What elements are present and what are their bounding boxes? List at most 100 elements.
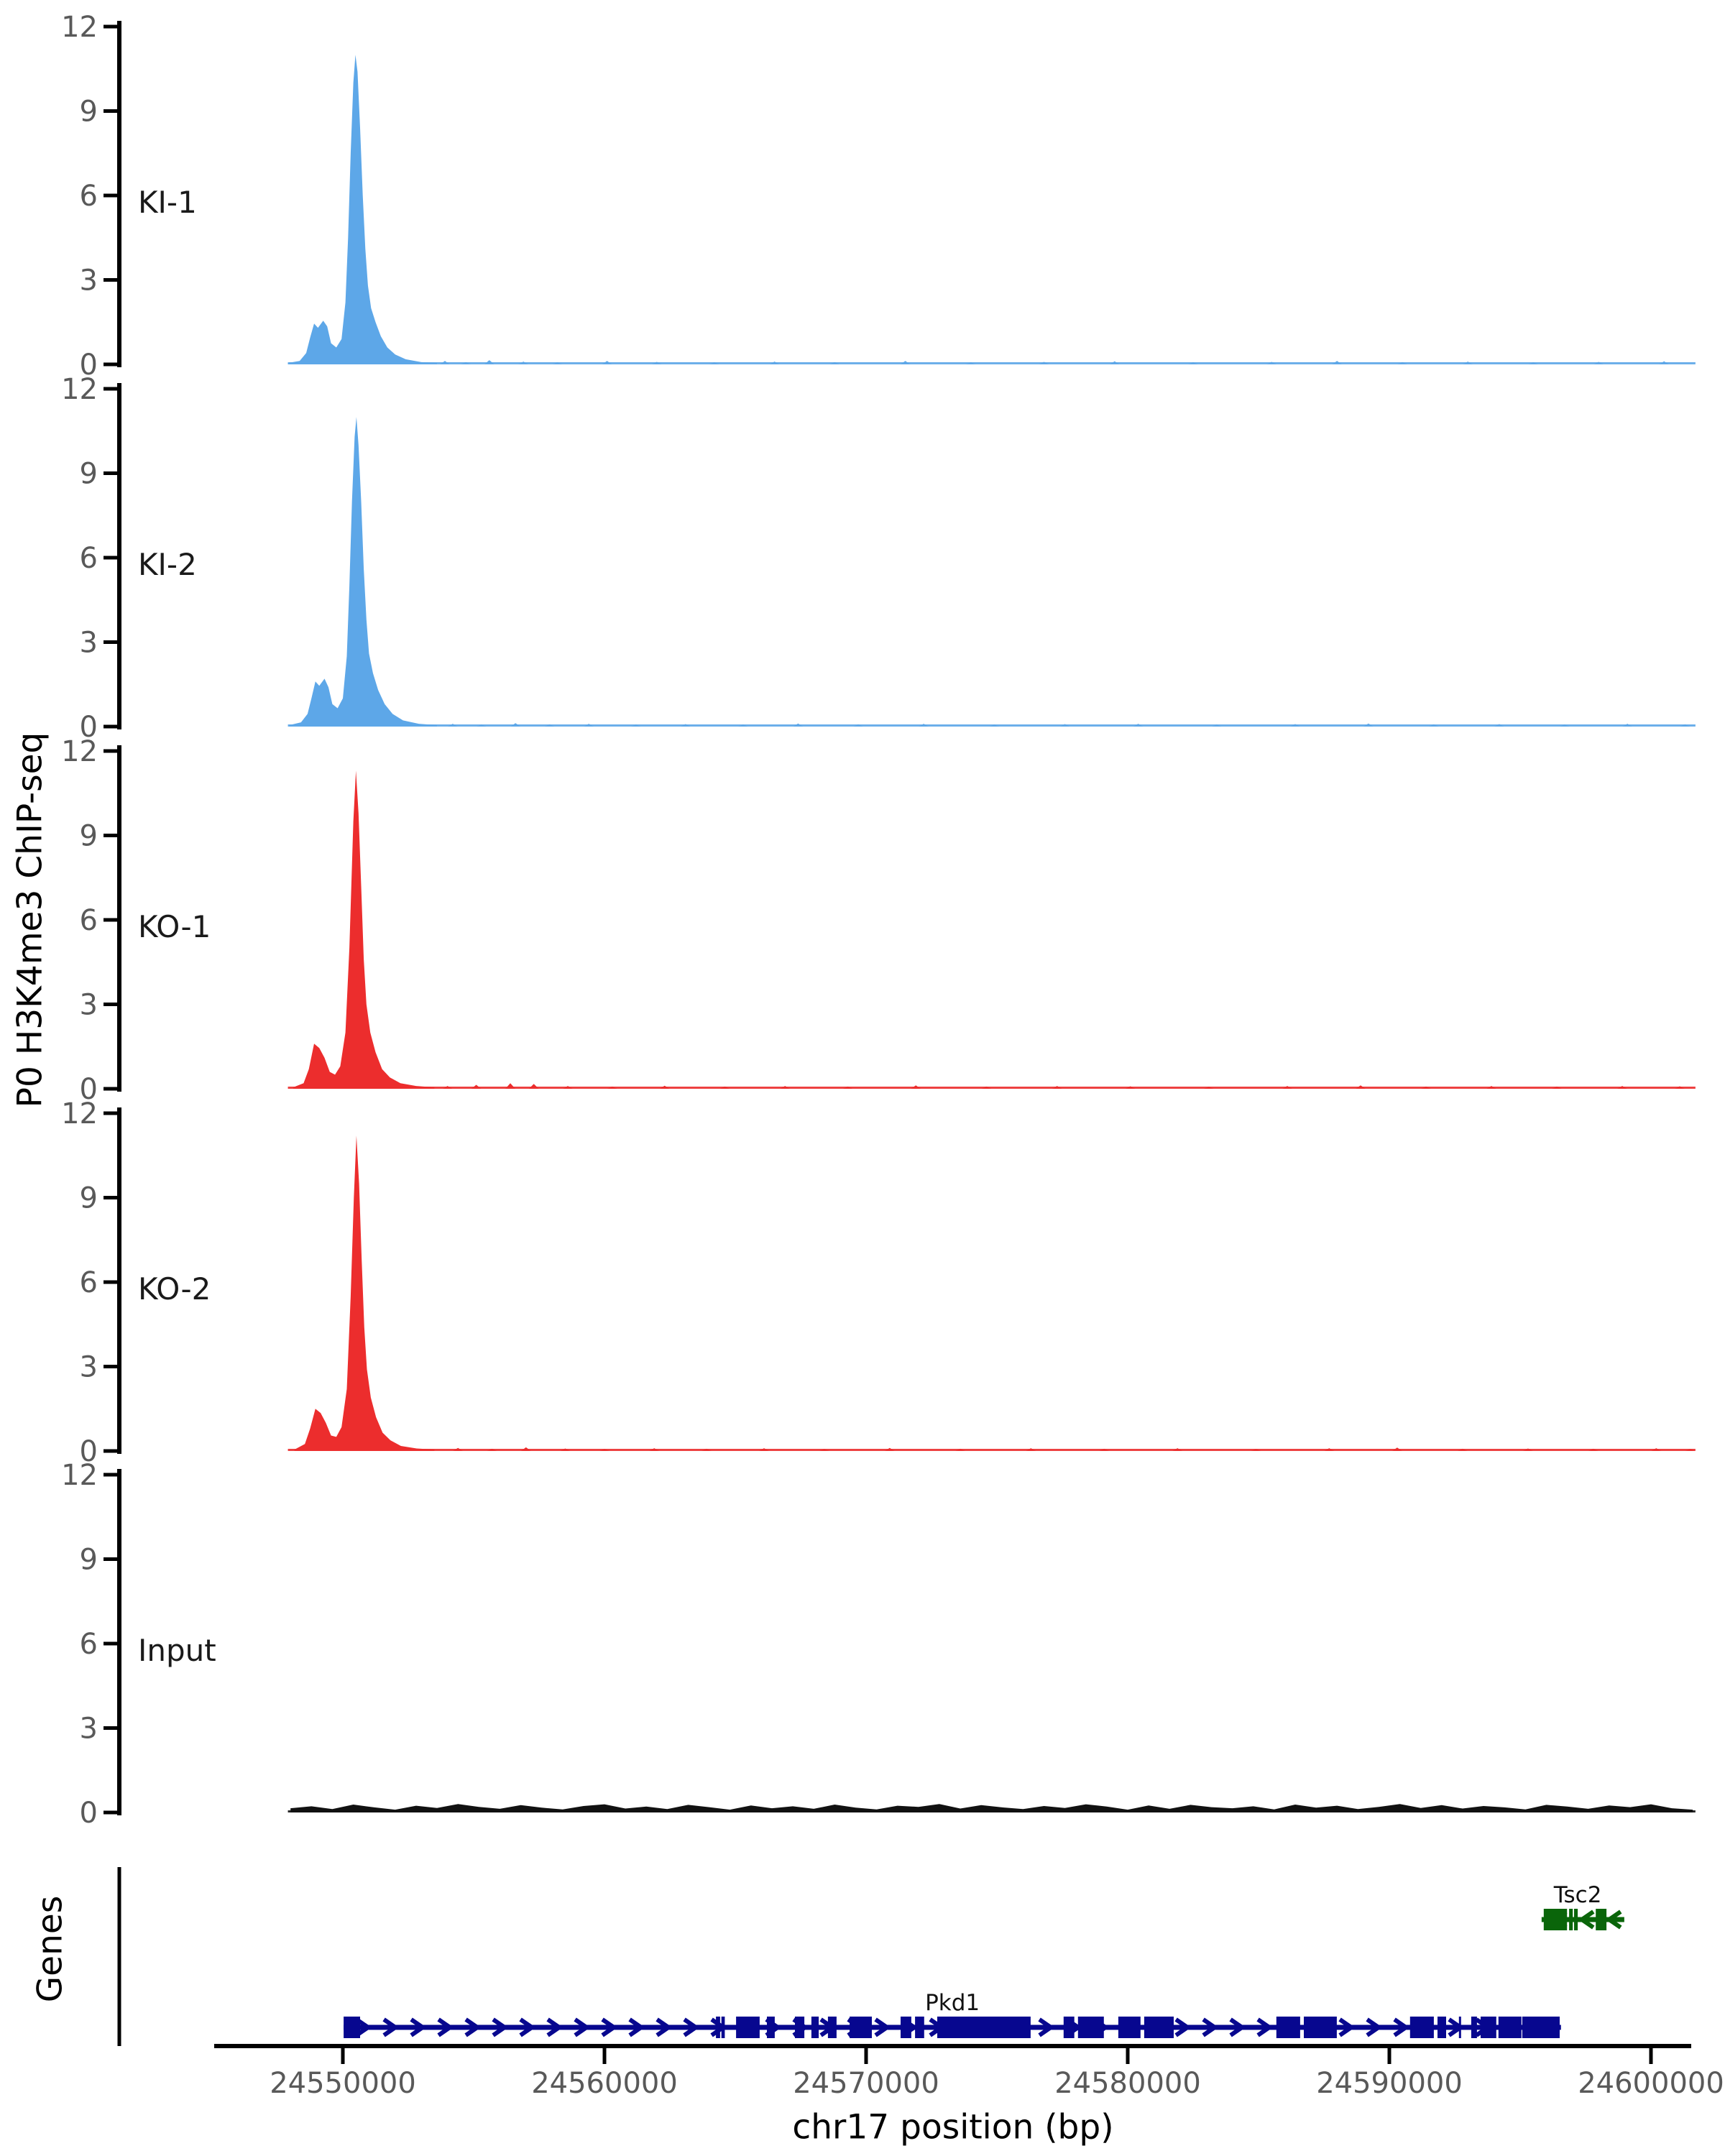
exon-box [767,2017,775,2038]
noise-bump [560,1448,571,1451]
signal-area [289,417,437,727]
noise-bump [709,362,719,364]
noise-bump [1659,361,1670,364]
strand-arrow-icon [464,2017,482,2037]
track-label-KI-1: KI-1 [138,185,197,220]
strand-arrow-icon [1338,2017,1356,2037]
noise-bump [487,1448,497,1451]
exon-box [1522,2017,1560,2038]
noise-bump [528,1084,539,1089]
noise-bump [737,724,748,727]
noise-bump [1622,724,1633,727]
noise-bump [1421,1086,1431,1089]
exon-box [1077,2017,1104,2038]
strand-arrow-icon [1256,2017,1274,2037]
exon-box [811,2017,819,2038]
signal-area [290,1804,1693,1812]
noise-bump [1059,724,1070,727]
exon-box [1569,1909,1573,1930]
track-label-KI-2: KI-2 [138,547,197,582]
noise-bump [440,361,450,364]
noise-bump [651,361,662,364]
noise-bump [1617,1086,1627,1089]
exon-box [1438,2017,1446,2038]
noise-bump [484,360,494,364]
x-tick-label: 24600000 [1578,2067,1724,2100]
noise-bump [919,724,929,727]
strand-arrow-icon [683,2017,700,2037]
noise-bump [842,1086,853,1089]
noise-bump [471,1084,482,1089]
y-tick-label: 6 [80,1628,98,1661]
noise-bump [981,1086,992,1089]
exon-box [1458,2017,1461,2038]
noise-bump [780,1086,791,1089]
x-tick-label: 24570000 [793,2067,939,2100]
noise-bump [442,1086,453,1089]
noise-bump [1651,1448,1662,1451]
y-tick-label: 12 [61,1459,98,1492]
strand-arrow-icon [601,2017,618,2037]
strand-arrow-icon [492,2017,509,2037]
noise-bump [1251,1449,1261,1451]
noise-bump [1588,1448,1598,1451]
gene-Pkd1: Pkd1 [344,1990,1561,2038]
noise-bump [1211,724,1222,727]
noise-bump [447,724,458,727]
noise-bump [1397,361,1408,364]
track-KI-2: 0 3 6 9 12 KI-2 [61,373,1696,744]
y-tick-label: 0 [80,711,98,744]
noise-bump [719,1086,730,1089]
x-tick-label: 24560000 [531,2067,678,2100]
noise-bump [453,1447,464,1451]
exon-box [1063,2017,1075,2038]
noise-bump [1266,361,1277,364]
noise-bump [1552,1086,1562,1089]
noise-bump [599,1449,610,1451]
exon-box [736,2017,760,2038]
exon-box [850,2017,872,2038]
noise-bump [1109,361,1120,364]
noise-bump [602,361,612,364]
noise-bump [630,724,641,727]
exon-box [1276,2017,1300,2038]
exon-box [1498,2017,1522,2038]
noise-bump [793,723,804,727]
noise-bump [965,362,976,364]
strand-arrow-icon [1038,2017,1055,2037]
noise-bump [1099,1448,1110,1451]
strand-arrow-icon [1393,2017,1410,2037]
noise-bump [759,1448,769,1451]
exon-box [716,2017,720,2038]
noise-bump [819,1449,829,1451]
y-tick-label: 12 [61,1097,98,1130]
noise-bump [769,361,780,364]
noise-bump [1356,1085,1366,1089]
strand-arrow-icon [1174,2017,1192,2037]
y-tick-label: 9 [80,820,98,853]
strand-arrow-icon [1202,2017,1219,2037]
y-tick-label: 0 [80,1797,98,1830]
signal-area [293,770,435,1089]
noise-bump [1332,361,1343,364]
strand-arrow-icon [1366,2017,1383,2037]
noise-bump [1039,361,1049,364]
noise-bump [1593,361,1604,364]
noise-bump [510,723,521,727]
x-tick-label: 24580000 [1054,2067,1201,2100]
y-tick-label: 12 [61,735,98,768]
x-tick-label: 24590000 [1316,2067,1463,2100]
track-label-Input: Input [138,1633,216,1668]
noise-bump [1026,1448,1036,1451]
noise-bump [1188,362,1198,364]
noise-bump [1680,724,1690,727]
gene-Tsc2: Tsc2 [1541,1882,1624,1930]
exon-box [915,2017,924,2038]
noise-bump [1463,361,1473,364]
noise-bump [544,724,555,727]
exon-box [901,2017,911,2038]
exon-box [937,2017,1031,2038]
noise-bump [1685,1449,1696,1451]
y-tick-label: 6 [80,542,98,575]
track-KI-1: 0 3 6 9 12 KI-1 [61,11,1696,382]
